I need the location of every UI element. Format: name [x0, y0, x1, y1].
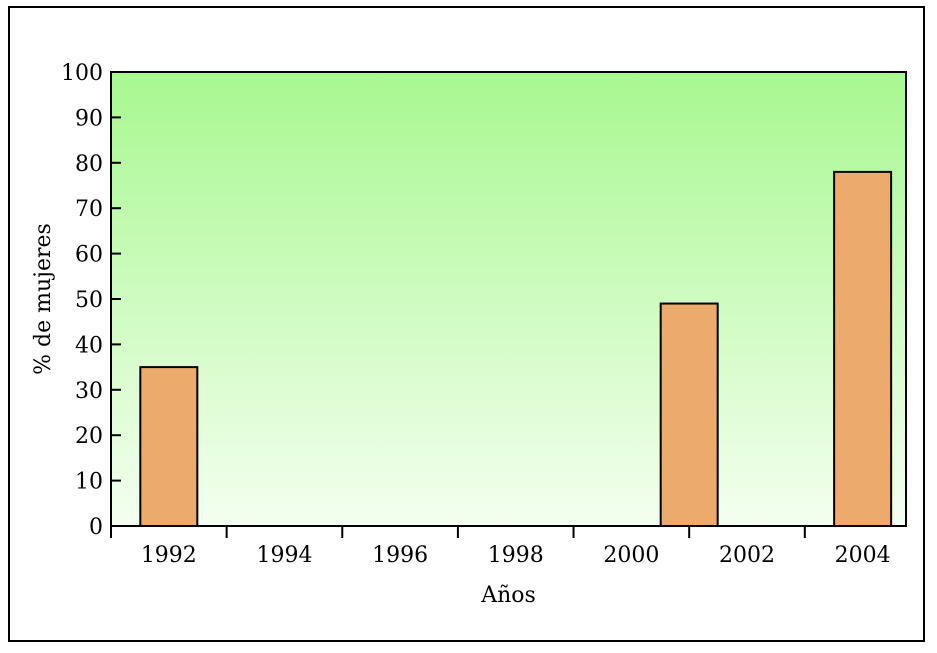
y-tick-label: 70: [75, 197, 103, 222]
x-tick-label: 1996: [372, 543, 428, 568]
bar-2004: [833, 170, 893, 527]
y-tick-label: 60: [75, 243, 103, 268]
y-axis-title: % de mujeres: [31, 223, 56, 375]
bars-group: [139, 170, 893, 528]
x-axis: 1992 1994 1996 1998 2000 2002 2004: [110, 526, 891, 568]
plot-area: [110, 71, 907, 527]
y-tick-label: 10: [75, 470, 103, 495]
x-tick-label: 2000: [603, 543, 659, 568]
y-tick-label: 20: [75, 424, 103, 449]
x-tick-label: 1994: [256, 543, 312, 568]
x-tick-label: 2002: [719, 543, 775, 568]
x-tick-label: 1998: [488, 543, 544, 568]
chart-frame: [8, 6, 925, 642]
x-tick-label: 2004: [835, 543, 891, 568]
bar-1992: [139, 366, 199, 527]
y-tick-label: 40: [75, 333, 103, 358]
y-tick-label: 80: [75, 152, 103, 177]
y-tick-label: 0: [89, 515, 103, 540]
x-axis-title: Años: [480, 583, 536, 608]
bar-2001: [659, 302, 719, 528]
y-tick-label: 90: [75, 106, 103, 131]
y-axis: 0 10 20 30 40 50 60 70 80 90 100: [61, 61, 121, 540]
x-tick-label: 1992: [141, 543, 197, 568]
y-tick-label: 50: [75, 288, 103, 313]
y-tick-label: 100: [61, 61, 103, 86]
y-tick-label: 30: [75, 379, 103, 404]
